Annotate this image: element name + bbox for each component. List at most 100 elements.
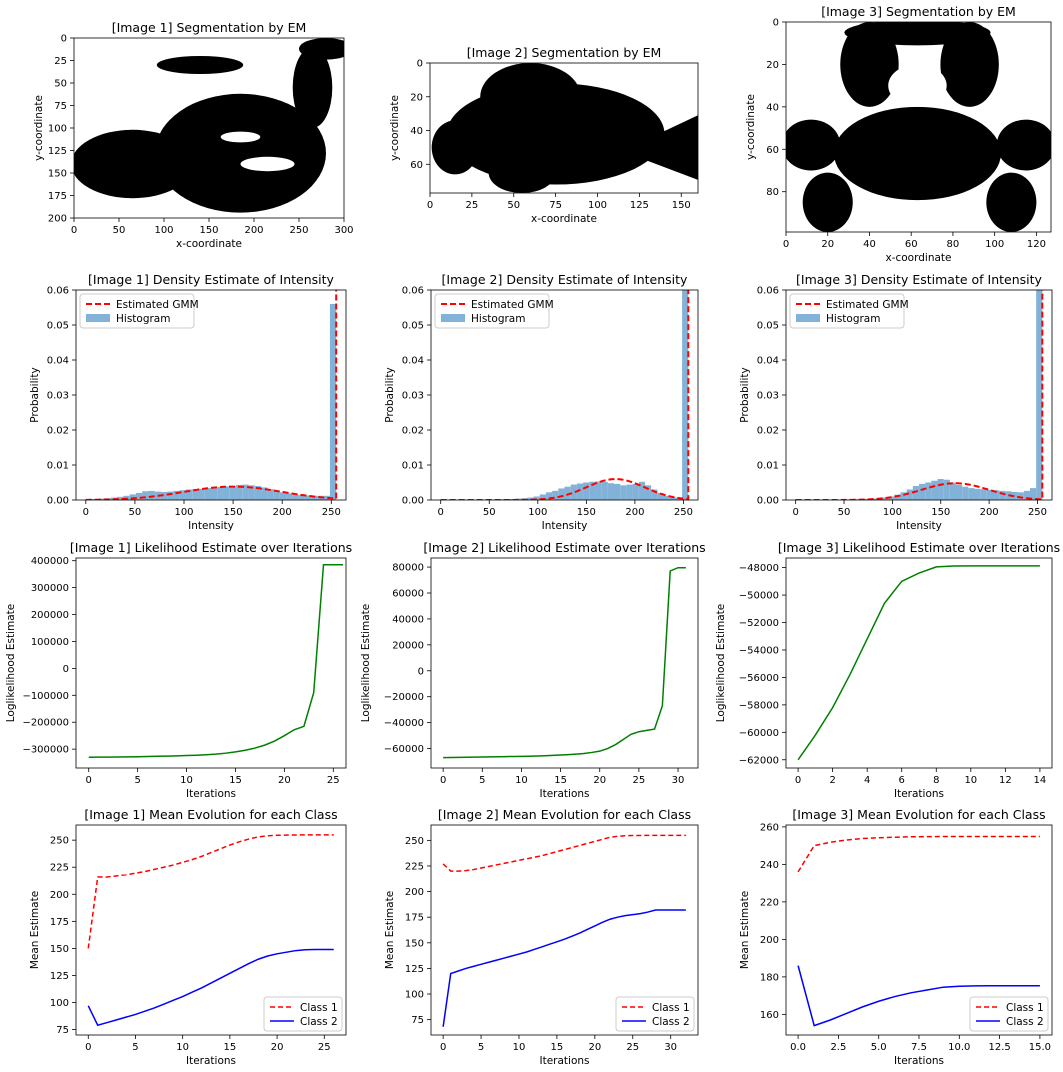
chart-title: [Image 2] Density Estimate of Intensity bbox=[442, 272, 689, 287]
y-tick-label: −54000 bbox=[739, 645, 779, 656]
y-tick-label: 20 bbox=[410, 92, 423, 103]
chart-title: [Image 2] Segmentation by EM bbox=[467, 45, 662, 60]
x-tick-label: 14 bbox=[1034, 775, 1047, 786]
y-tick-label: 0.05 bbox=[47, 321, 69, 332]
x-tick-label: 2 bbox=[829, 775, 835, 786]
x-tick-label: 150 bbox=[931, 507, 950, 518]
legend-label-1: Class 2 bbox=[1006, 1016, 1044, 1028]
y-tick-label: 175 bbox=[48, 191, 67, 202]
histogram-bar bbox=[298, 495, 305, 500]
y-tick-label: 125 bbox=[50, 971, 69, 982]
y-tick-label: −100000 bbox=[22, 691, 69, 702]
y-axis-label: Mean Estimate bbox=[384, 891, 396, 969]
x-axis-label: Intensity bbox=[542, 520, 588, 532]
y-tick-label: 0.02 bbox=[47, 426, 69, 437]
y-tick-label: 200000 bbox=[31, 610, 69, 621]
y-tick-label: 0.01 bbox=[402, 461, 424, 472]
histogram-bar bbox=[607, 483, 615, 500]
histogram-bar bbox=[167, 491, 174, 500]
panel-r4c1: 0 5 10 15 20 25 75 100 125 150 175 200 225 250 [Image … bbox=[29, 807, 347, 1067]
x-tick-label: 10 bbox=[513, 1042, 526, 1053]
plot-area bbox=[442, 834, 686, 1027]
segment-region-1 bbox=[74, 129, 194, 199]
x-axis-label: Iterations bbox=[186, 788, 236, 800]
y-tick-label: 0.01 bbox=[757, 461, 779, 472]
panel-r2c1: 0 50 100 150 200 250 0.00 0.01 0.02 0.03 0.04 0.05 0… bbox=[29, 272, 347, 532]
legend: Class 1 Class 2 bbox=[263, 996, 343, 1032]
histogram-bar bbox=[179, 490, 186, 500]
histogram-bar bbox=[1029, 488, 1037, 500]
y-tick-label: 20 bbox=[766, 60, 779, 71]
x-tick-label: 15 bbox=[224, 1042, 237, 1053]
x-axis-label: Iterations bbox=[186, 1055, 236, 1067]
chart-title: [Image 1] Likelihood Estimate over Itera… bbox=[70, 540, 352, 555]
x-axis-label: x-coordinate bbox=[531, 213, 597, 225]
chart-title: [Image 3] Density Estimate of Intensity bbox=[796, 272, 1043, 287]
x-tick-label: 15 bbox=[554, 775, 567, 786]
x-tick-label: 100 bbox=[154, 225, 173, 236]
panel-r1c3: 0 20 40 60 80 100 120 0 20 40 60 80 [Image 3] Segmen… bbox=[745, 4, 1052, 264]
x-axis-label: Intensity bbox=[896, 520, 942, 532]
y-tick-label: 0 bbox=[61, 34, 67, 45]
y-tick-label: −52000 bbox=[739, 618, 779, 629]
histogram-bar bbox=[273, 490, 280, 500]
x-tick-label: 250 bbox=[289, 225, 308, 236]
y-tick-label: 220 bbox=[760, 897, 779, 908]
x-axis-label: x-coordinate bbox=[885, 252, 951, 264]
x-tick-label: 20 bbox=[593, 775, 606, 786]
x-tick-label: 0 bbox=[438, 507, 444, 518]
panel-r4c3: 0.0 2.5 5.0 7.5 10.0 12.5 15.0 160 180 200 220 240 2… bbox=[739, 807, 1053, 1067]
y-tick-label: 0.03 bbox=[757, 391, 779, 402]
y-tick-label: −40000 bbox=[384, 718, 424, 729]
y-tick-label: 300000 bbox=[31, 583, 69, 594]
x-tick-label: 20 bbox=[588, 1042, 601, 1053]
segment-region-4 bbox=[299, 38, 344, 60]
x-tick-label: 30 bbox=[672, 775, 685, 786]
chart-title: [Image 1] Mean Evolution for each Class bbox=[84, 807, 337, 822]
x-tick-label: 0 bbox=[85, 1042, 91, 1053]
x-tick-label: 75 bbox=[549, 200, 562, 211]
y-tick-label: 100 bbox=[405, 990, 424, 1001]
y-tick-label: 0.00 bbox=[402, 496, 424, 507]
histogram-bar bbox=[882, 497, 889, 500]
series-line-1 bbox=[442, 909, 686, 1027]
histogram-bar bbox=[638, 481, 645, 500]
x-tick-label: 5 bbox=[479, 775, 485, 786]
x-axis-label: x-coordinate bbox=[176, 238, 242, 250]
y-tick-label: 0.03 bbox=[402, 391, 424, 402]
x-tick-label: 40 bbox=[863, 239, 876, 250]
histogram-bar bbox=[192, 489, 199, 500]
histogram-bar bbox=[900, 492, 907, 500]
histogram-bar bbox=[943, 479, 950, 500]
legend: Class 1 Class 2 bbox=[969, 996, 1049, 1032]
series-line-0 bbox=[87, 834, 334, 949]
series-line-0 bbox=[442, 834, 686, 872]
y-tick-label: −60000 bbox=[384, 744, 424, 755]
y-axis-label: y-coordinate bbox=[33, 95, 45, 161]
histogram-bar bbox=[148, 490, 155, 500]
histogram-bar bbox=[292, 494, 299, 500]
chart-title: [Image 1] Density Estimate of Intensity bbox=[88, 272, 335, 287]
x-axis-label: Iterations bbox=[539, 1055, 589, 1067]
segment-region-0 bbox=[155, 93, 326, 213]
y-tick-label: 75 bbox=[411, 1015, 424, 1026]
histogram-bar bbox=[248, 485, 255, 500]
chart-title: [Image 3] Likelihood Estimate over Itera… bbox=[778, 540, 1060, 555]
y-axis-label: Probability bbox=[384, 367, 396, 423]
y-tick-label: 75 bbox=[56, 1025, 69, 1036]
histogram-bar bbox=[576, 483, 584, 500]
y-tick-label: 0.05 bbox=[402, 321, 424, 332]
histogram-bar bbox=[894, 494, 901, 500]
y-tick-label: 80000 bbox=[392, 563, 424, 574]
x-axis-label: Iterations bbox=[539, 788, 589, 800]
y-tick-label: −200000 bbox=[22, 718, 69, 729]
x-tick-label: 250 bbox=[1028, 507, 1047, 518]
y-tick-label: −50000 bbox=[739, 591, 779, 602]
series-line-0 bbox=[88, 563, 344, 758]
histogram-bar bbox=[601, 481, 608, 500]
y-tick-label: 180 bbox=[760, 972, 779, 983]
histogram-bar bbox=[204, 488, 211, 500]
legend-label-1: Class 2 bbox=[300, 1016, 338, 1028]
x-tick-label: 10.0 bbox=[948, 1042, 970, 1053]
